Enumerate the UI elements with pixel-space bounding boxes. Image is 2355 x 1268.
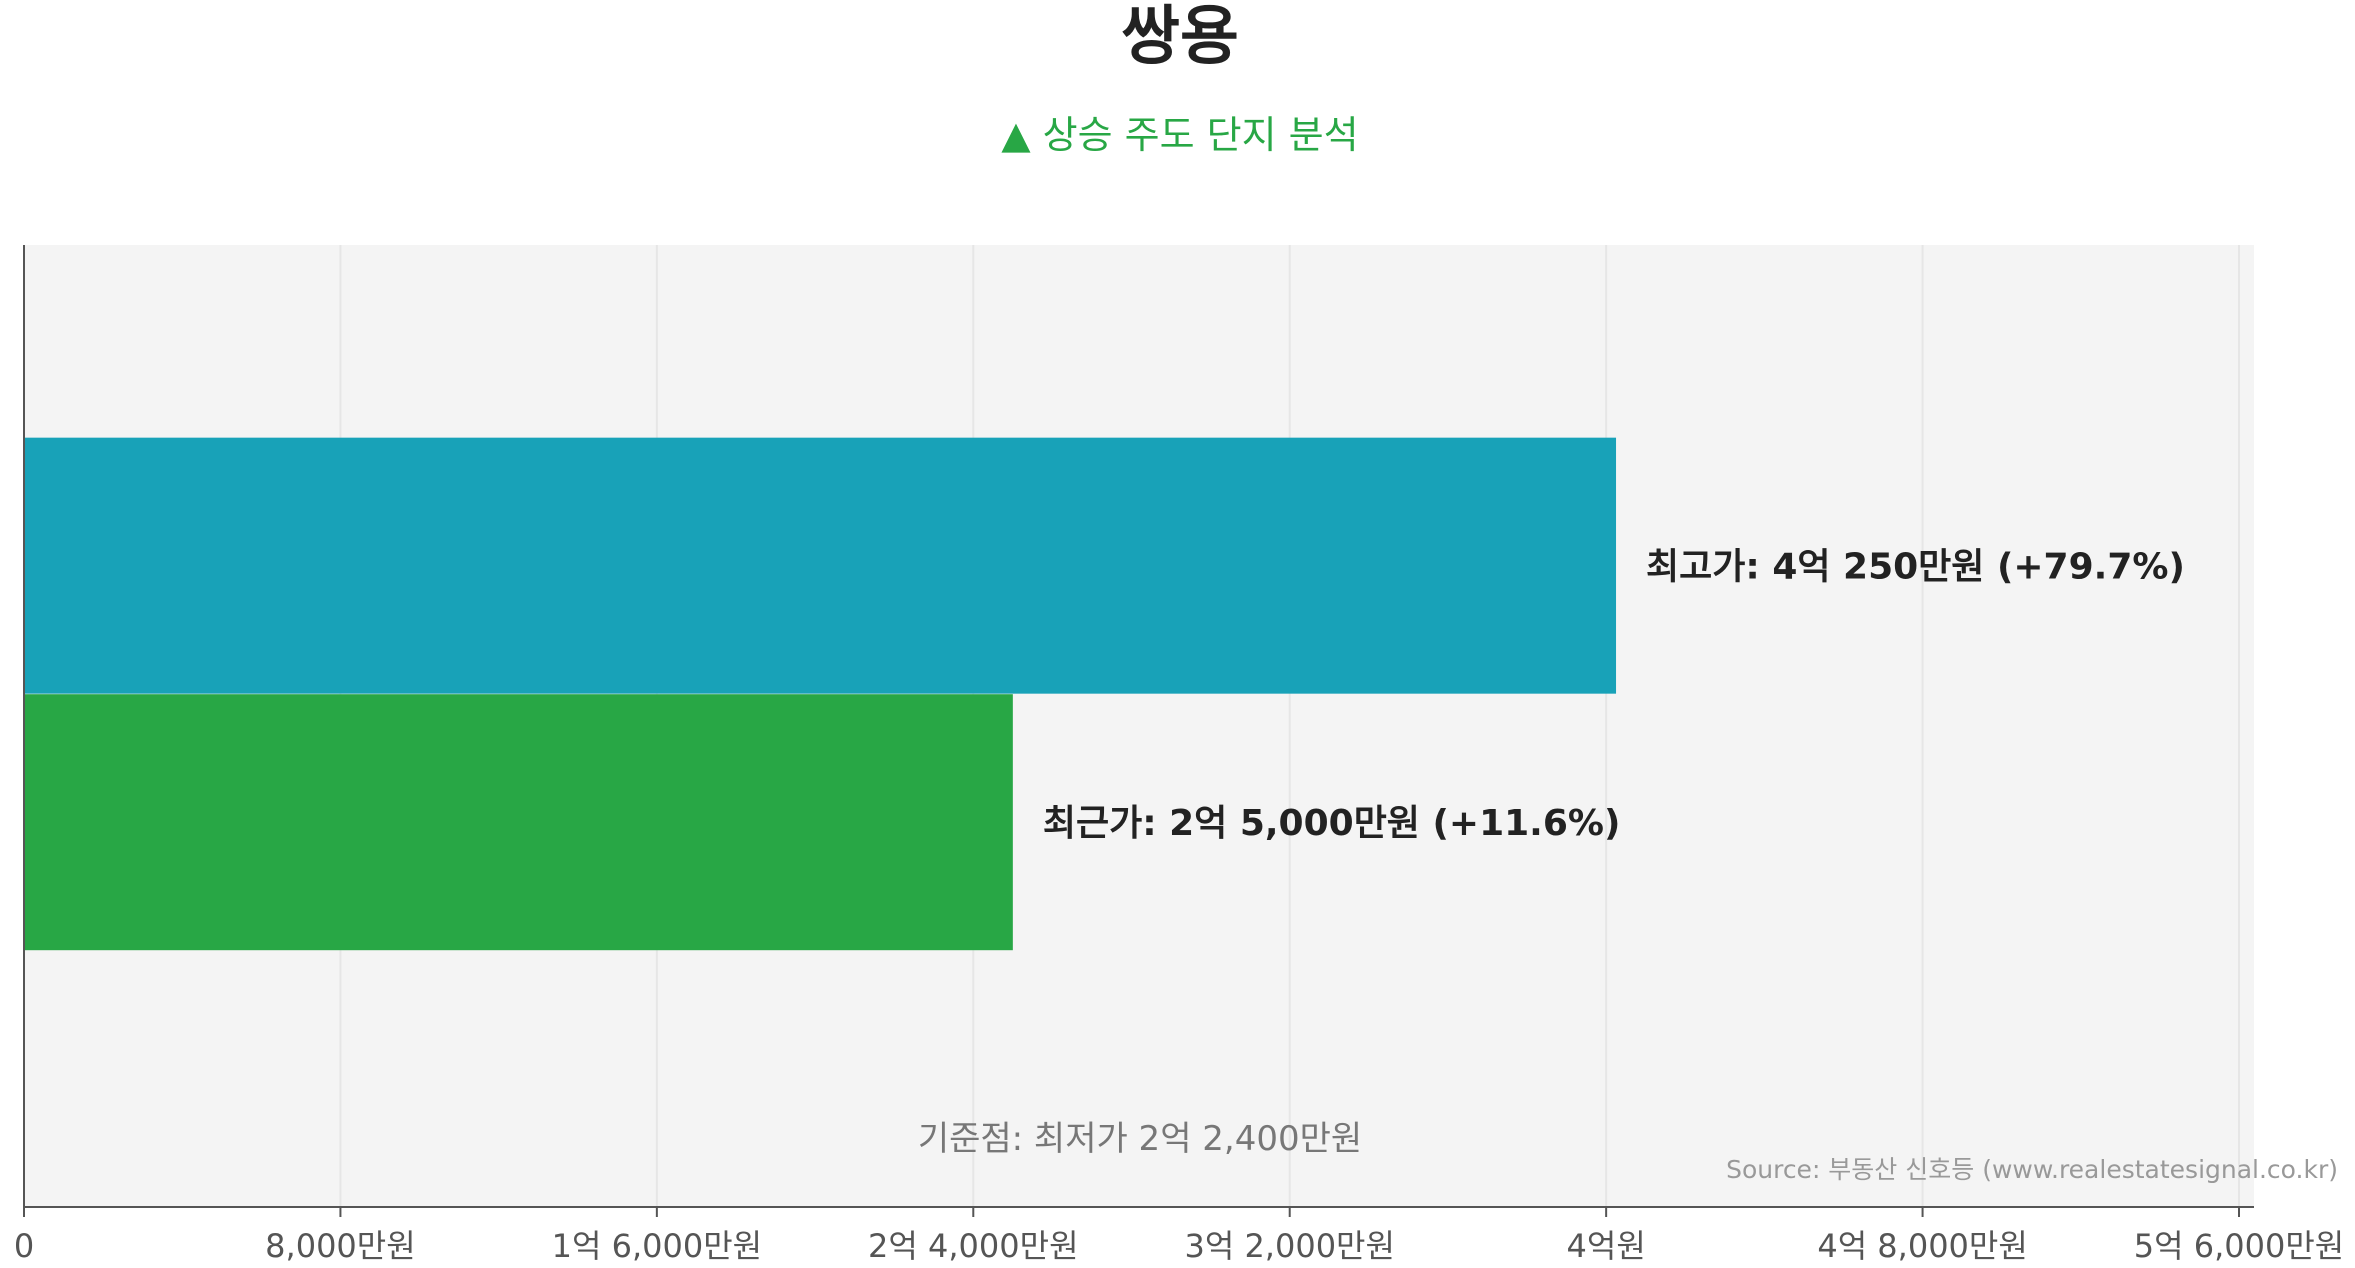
- x-tick-label: 3억 2,000만원: [1184, 1227, 1394, 1265]
- baseline-label: 기준점: 최저가 2억 2,400만원: [918, 1119, 1362, 1159]
- chart-title: 쌍용: [1121, 0, 1239, 74]
- x-tick-label: 2억 4,000만원: [868, 1227, 1078, 1265]
- chart-subtitle: ▲ 상승 주도 단지 분석: [1001, 113, 1358, 157]
- x-tick-label: 0: [14, 1227, 34, 1265]
- bar-recent-price: [24, 694, 1013, 951]
- bar-value-label: 최고가: 4억 250만원 (+79.7%): [1646, 547, 2185, 588]
- x-tick-label: 1억 6,000만원: [552, 1227, 762, 1265]
- bar-value-label: 최근가: 2억 5,000만원 (+11.6%): [1043, 803, 1621, 844]
- x-tick-label: 4억원: [1567, 1227, 1646, 1265]
- bar-highest-price: [24, 437, 1617, 694]
- x-tick-label: 4억 8,000만원: [1817, 1227, 2027, 1265]
- bar-labels: 최고가: 4억 250만원 (+79.7%) 최근가: 2억 5,000만원 (+…: [1043, 547, 2185, 845]
- bars: [24, 437, 1617, 951]
- x-axis-ticks: 0 8,000만원 1억 6,000만원 2억 4,000만원 3억 2,000만원 4억…: [14, 1207, 2344, 1265]
- x-tick-label: 8,000만원: [265, 1227, 416, 1265]
- source-label: Source: 부동산 신호등 (www.realestatesignal.co…: [1726, 1155, 2338, 1184]
- x-tick-label: 5억 6,000만원: [2134, 1227, 2344, 1265]
